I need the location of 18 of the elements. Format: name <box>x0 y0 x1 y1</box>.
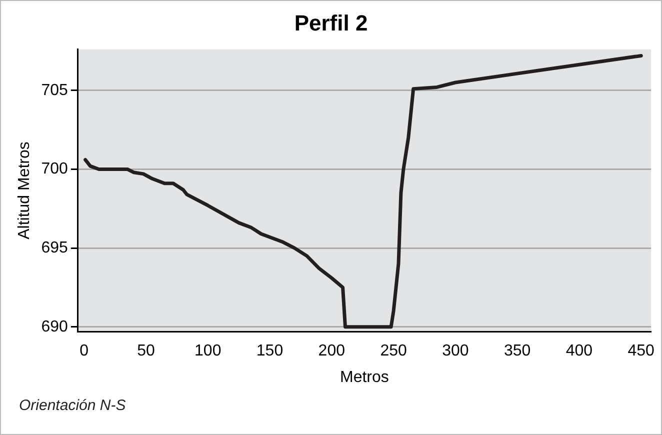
x-tick-label: 150 <box>256 342 284 360</box>
chart-title: Perfil 2 <box>294 10 368 36</box>
x-tick-label: 300 <box>442 342 469 360</box>
y-tick-label: 705 <box>41 82 68 99</box>
y-tick-label: 695 <box>41 239 68 256</box>
y-axis-title: Altitud Metros <box>16 142 34 240</box>
x-tick-label: 0 <box>80 342 89 360</box>
text: Orientación N-S <box>19 397 126 414</box>
x-tick-label: 200 <box>318 342 346 360</box>
x-tick-label: 450 <box>628 342 655 360</box>
x-tick-label: 250 <box>380 342 407 360</box>
x-tick-label: 50 <box>137 342 155 360</box>
x-axis-title: Metros <box>340 368 389 386</box>
x-tick-label: 350 <box>504 342 531 360</box>
x-tick-label: 100 <box>194 342 222 360</box>
x-tick-label: 400 <box>566 342 593 360</box>
y-tick-label: 690 <box>41 318 68 336</box>
y-tick-label: 700 <box>41 160 68 178</box>
